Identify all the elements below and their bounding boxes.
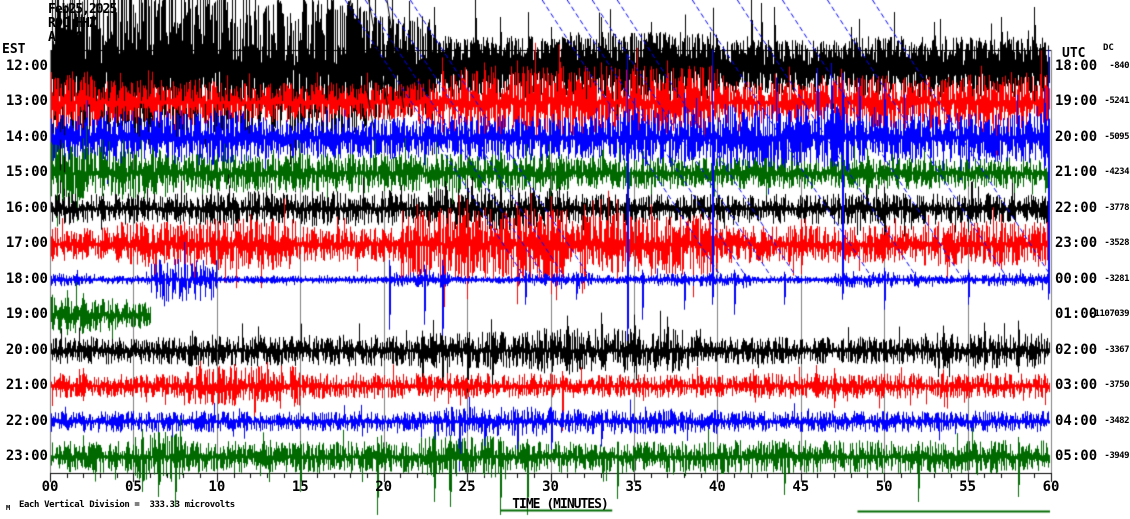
dc-column-header: DC xyxy=(1103,43,1114,53)
x-tick-label: 40 xyxy=(708,479,726,495)
est-label: 20:00 xyxy=(5,341,48,358)
footer-mark: M xyxy=(6,504,11,512)
dc-value: -3949 xyxy=(1104,450,1129,461)
est-label: 14:00 xyxy=(5,128,48,145)
est-label: 22:00 xyxy=(5,412,48,429)
dc-value: -5095 xyxy=(1104,131,1129,142)
est-label: 18:00 xyxy=(5,270,48,287)
dc-value: -3482 xyxy=(1104,415,1129,426)
x-tick-label: 30 xyxy=(542,479,559,495)
x-tick-label: 05 xyxy=(124,479,142,495)
dc-value: -3750 xyxy=(1104,380,1129,391)
utc-label: 18:00 xyxy=(1055,58,1098,74)
utc-label: 00:00 xyxy=(1055,270,1098,287)
est-label: 12:00 xyxy=(5,58,48,74)
utc-label: 01:00 xyxy=(1055,306,1098,323)
x-tick-label: 00 xyxy=(41,479,59,495)
dc-value: -3778 xyxy=(1104,202,1129,213)
est-label: 23:00 xyxy=(5,447,48,464)
x-tick-label: 55 xyxy=(959,479,976,495)
dc-value: -4234 xyxy=(1104,167,1129,178)
utc-label: 02:00 xyxy=(1055,341,1098,358)
x-tick-label: 25 xyxy=(458,479,476,495)
utc-label: 20:00 xyxy=(1055,128,1098,145)
x-tick-label: 50 xyxy=(875,479,893,495)
est-label: 17:00 xyxy=(5,235,48,252)
est-label: 15:00 xyxy=(5,164,48,181)
dc-value: -3528 xyxy=(1104,238,1129,249)
est-label: 16:00 xyxy=(5,199,48,216)
utc-label: 23:00 xyxy=(1055,235,1098,252)
utc-label: 19:00 xyxy=(1055,93,1098,110)
est-label: 13:00 xyxy=(5,93,48,110)
dc-value: -1107039 xyxy=(1089,309,1130,320)
utc-label: 03:00 xyxy=(1055,377,1098,394)
utc-axis-header: UTC xyxy=(1062,46,1086,61)
est-label: 19:00 xyxy=(5,306,48,323)
x-tick-label: 15 xyxy=(291,479,309,495)
x-tick-label: 35 xyxy=(625,479,643,495)
utc-label: 04:00 xyxy=(1055,412,1098,429)
x-tick-label: 60 xyxy=(1042,479,1060,495)
dc-value: -840 xyxy=(1109,61,1129,71)
est-axis-header: EST xyxy=(2,42,26,57)
utc-label: 21:00 xyxy=(1055,164,1098,181)
x-axis-title: TIME (MINUTES) xyxy=(512,497,609,512)
x-tick-label: 20 xyxy=(375,479,393,495)
dc-value: -3367 xyxy=(1104,344,1129,355)
dc-value: -3281 xyxy=(1104,273,1129,284)
utc-label: 22:00 xyxy=(1055,199,1098,216)
dc-value: -5241 xyxy=(1104,96,1129,107)
x-tick-label: 10 xyxy=(208,479,226,495)
x-tick-label: 45 xyxy=(792,479,810,495)
vertical-division-note: Each Vertical Division = 333.33 microvol… xyxy=(19,500,235,510)
est-label: 21:00 xyxy=(5,377,48,394)
utc-label: 05:00 xyxy=(1055,447,1098,464)
